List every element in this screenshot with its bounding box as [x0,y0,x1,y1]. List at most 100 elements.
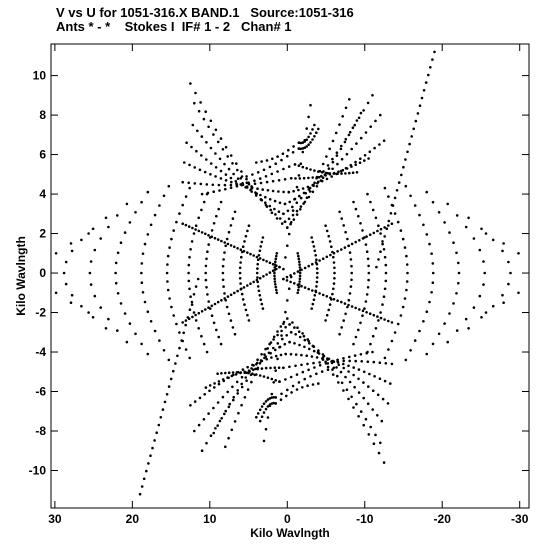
uv-point [225,305,229,309]
uv-point [480,227,483,231]
uv-point [216,238,220,241]
uv-point [381,303,384,306]
uv-point [365,311,368,314]
uv-point [123,312,127,315]
uv-point [299,208,302,211]
uv-point [140,485,144,488]
uv-point [269,351,272,355]
uv-point [367,278,370,282]
uv-point [232,172,235,176]
uv-point [181,180,184,184]
uv-point [265,180,269,184]
uv-point [328,172,332,175]
uv-point [350,264,353,268]
uv-point [231,162,234,165]
uv-point [368,372,371,376]
uv-point [305,354,309,358]
uv-point [256,171,260,174]
uv-point [140,262,144,265]
uv-point [184,323,187,327]
uv-point [360,360,364,363]
uv-point [484,232,488,235]
uv-point [353,354,357,357]
uv-point [294,364,297,368]
uv-point [298,277,302,281]
plot-title-line2: Ants * - * Stokes I IF# 1 - 2 Chan# 1 [56,19,292,34]
uv-point [230,374,234,378]
uv-point [295,388,299,391]
uv-point [216,424,219,427]
uv-point [188,186,191,190]
plot-frame [50,43,530,509]
uv-point [300,353,303,357]
uv-point [172,369,175,373]
uv-point [369,425,373,429]
uv-point [312,298,316,302]
uv-point [207,234,210,237]
uv-point [350,271,354,275]
uv-point [313,249,317,253]
uv-point [336,172,339,175]
uv-point [405,280,409,283]
uv-point [149,320,153,323]
uv-point [199,182,203,186]
uv-point [198,396,202,400]
uv-point [273,280,277,283]
uv-point [166,254,170,258]
uv-point [297,257,301,261]
uv-point [256,276,259,279]
uv-point [325,295,329,298]
uv-point [172,314,175,317]
uv-point [224,173,228,176]
uv-point [299,141,303,145]
uv-point [247,319,251,322]
uv-point [431,58,434,61]
uv-point [352,366,356,369]
uv-point [258,177,262,180]
uv-point [389,212,393,215]
uv-point [99,306,102,309]
uv-point [181,222,184,225]
uv-point [146,352,150,356]
uv-point [369,200,372,204]
uv-point [331,292,334,296]
uv-point [270,172,274,176]
uv-point [362,370,366,374]
uv-point [397,181,401,184]
uv-point [151,446,154,450]
uv-point [331,157,334,161]
uv-point [332,297,336,301]
uv-point [264,366,268,370]
uv-point [367,385,370,388]
uv-point [268,271,272,274]
uv-point [312,345,316,349]
uv-point [315,285,318,288]
uv-point [241,245,245,248]
uv-point [186,316,190,319]
uv-point [221,271,225,275]
uv-point [347,397,350,401]
uv-point [409,194,412,198]
uv-point [271,189,275,193]
uv-point [374,433,377,437]
uv-point [232,395,235,399]
uv-point [197,229,201,233]
uv-point [181,203,184,207]
uv-point [213,236,217,240]
uv-point [229,224,233,227]
uv-point [351,171,355,174]
uv-point [216,401,220,404]
uv-point [193,166,196,169]
uv-point [240,375,244,379]
uv-point [221,278,225,282]
uv-point [246,229,249,233]
uv-point [274,396,278,399]
uv-point [259,193,262,197]
uv-point [336,358,339,362]
uv-point [265,357,269,361]
uv-point [221,378,225,381]
uv-point [464,317,468,321]
uv-point [491,238,495,242]
uv-point [330,245,333,248]
uv-point [262,402,266,406]
